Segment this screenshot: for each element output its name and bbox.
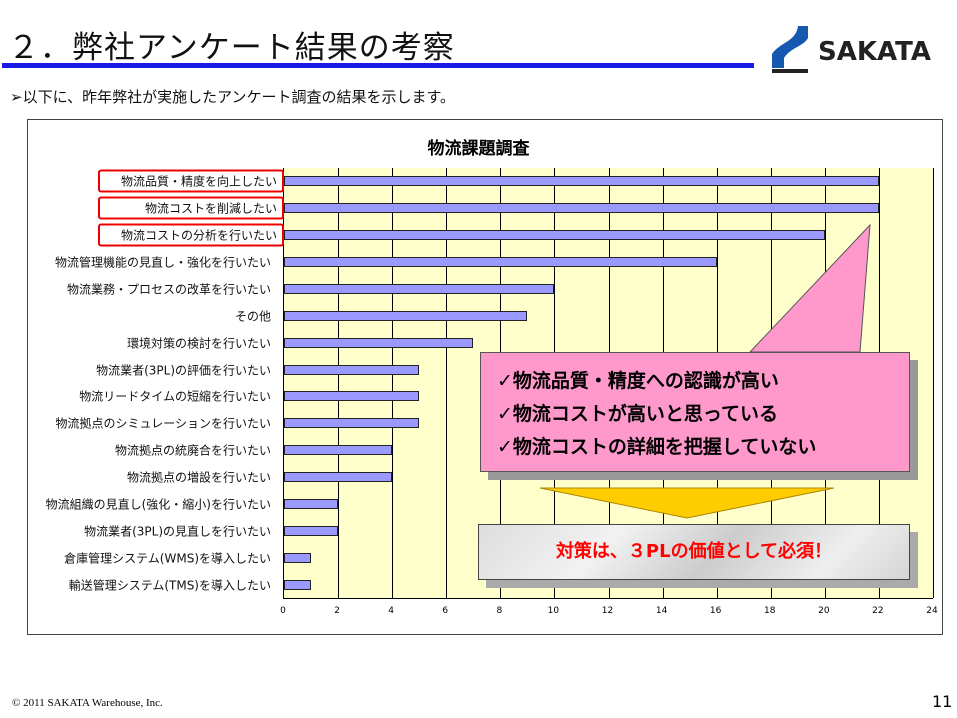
category-label: 輸送管理システム(TMS)を導入したい xyxy=(68,578,271,593)
x-tick-label: 22 xyxy=(872,606,884,616)
x-tick-label: 4 xyxy=(388,606,395,616)
category-label: 物流拠点のシミュレーションを行いたい xyxy=(55,416,271,431)
bar xyxy=(284,445,393,456)
bar xyxy=(284,498,339,509)
gridline xyxy=(392,168,394,598)
category-label: 物流業者(3PL)の見直しを行いたい xyxy=(84,524,271,539)
category-label: 物流拠点の統廃合を行いたい xyxy=(114,443,271,458)
gridline xyxy=(338,168,340,598)
bar xyxy=(284,283,555,294)
bar xyxy=(284,203,879,214)
callout-pointer xyxy=(748,223,871,353)
insight-item: ✓物流コストが高いと思っている xyxy=(497,403,778,425)
highlighted-category-label: 物流コストの分析を行いたい xyxy=(98,223,284,247)
action-banner: 対策は、３PLの価値として必須！ xyxy=(478,524,910,580)
category-label: 物流業者(3PL)の評価を行いたい xyxy=(96,363,271,378)
bar xyxy=(284,230,825,241)
insight-callout: ✓物流品質・精度への認識が高い ✓物流コストが高いと思っている ✓物流コストの詳… xyxy=(480,352,910,472)
x-tick-label: 0 xyxy=(280,606,286,616)
bar xyxy=(284,337,474,348)
bar xyxy=(284,176,879,187)
bar xyxy=(284,364,420,375)
x-tick-label: 6 xyxy=(442,606,449,616)
down-arrow-icon xyxy=(540,487,835,519)
sakata-logo: SAKATA xyxy=(768,24,953,74)
chart-title: 物流課題調査 xyxy=(427,139,530,159)
x-tick-label: 10 xyxy=(547,606,560,616)
bar xyxy=(284,257,717,268)
bar xyxy=(284,525,339,536)
page-number: 11 xyxy=(932,692,953,711)
gridline xyxy=(933,168,934,598)
x-tick-label: 16 xyxy=(709,606,722,616)
highlighted-category-label: 物流品質・精度を向上したい xyxy=(98,169,284,193)
gridline xyxy=(446,168,448,598)
x-tick-label: 24 xyxy=(926,606,938,616)
bar xyxy=(284,310,528,321)
x-tick-label: 8 xyxy=(496,606,503,616)
category-label: 物流拠点の増設を行いたい xyxy=(126,470,271,485)
svg-text:SAKATA: SAKATA xyxy=(818,37,931,67)
bar xyxy=(284,579,312,590)
intro-text: ➢以下に、昨年弊社が実施したアンケート調査の結果を示します。 xyxy=(10,88,456,106)
category-label: 環境対策の検討を行いたい xyxy=(126,336,271,351)
insight-item: ✓物流コストの詳細を把握していない xyxy=(497,436,817,458)
x-tick-label: 20 xyxy=(818,606,830,616)
bar xyxy=(284,472,393,483)
bar xyxy=(284,552,312,563)
highlighted-category-label: 物流コストを削減したい xyxy=(98,196,284,220)
x-tick-label: 14 xyxy=(655,606,668,616)
category-label: 物流リードタイムの短縮を行いたい xyxy=(79,389,271,404)
category-label: その他 xyxy=(234,309,271,324)
bar xyxy=(284,418,420,429)
x-tick-label: 2 xyxy=(334,606,340,616)
x-tick-label: 12 xyxy=(601,606,614,616)
category-label: 物流管理機能の見直し・強化を行いたい xyxy=(54,255,271,270)
category-label: 倉庫管理システム(WMS)を導入したい xyxy=(64,551,271,566)
bar xyxy=(284,391,420,402)
insight-item: ✓物流品質・精度への認識が高い xyxy=(497,370,779,392)
x-tick-label: 18 xyxy=(764,606,776,616)
page-title: ２．弊社アンケート結果の考察 xyxy=(8,30,455,66)
category-label: 物流業務・プロセスの改革を行いたい xyxy=(66,282,271,297)
copyright: © 2011 SAKATA Warehouse, Inc. xyxy=(12,697,163,709)
category-label: 物流組織の見直し(強化・縮小)を行いたい xyxy=(45,497,271,512)
title-underline xyxy=(2,63,754,68)
